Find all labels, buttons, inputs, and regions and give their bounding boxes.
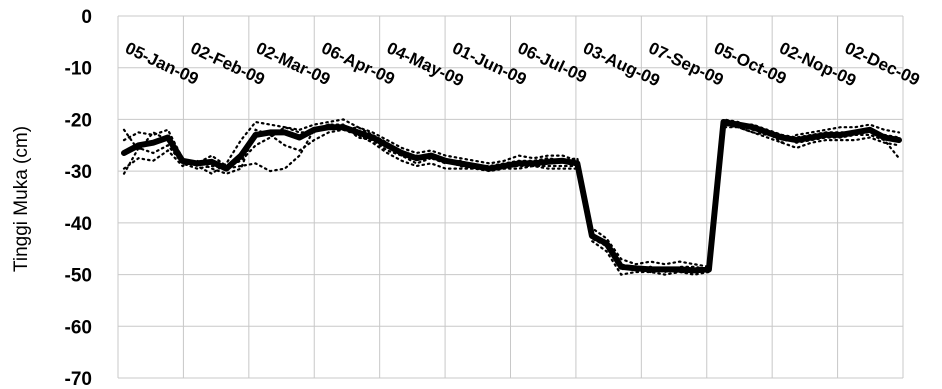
y-tick-label: 0 xyxy=(81,7,92,28)
y-tick-label: -40 xyxy=(65,214,92,235)
y-tick-label: -70 xyxy=(65,369,92,389)
y-tick-label: -10 xyxy=(65,59,92,80)
x-date-label: 06-Apr-09 xyxy=(319,38,398,88)
mean-series-line xyxy=(121,119,902,274)
dotted-series-line xyxy=(122,126,901,276)
grid xyxy=(117,15,904,379)
y-tick-label: -20 xyxy=(65,110,92,131)
x-date-label: 06-Jul-09 xyxy=(515,38,590,86)
y-tick-label: -50 xyxy=(65,266,92,287)
dotted-series-line xyxy=(122,123,901,274)
dotted-series-line xyxy=(122,118,901,269)
y-tick-labels: 0 -10 -20 -30 -40 -50 -60 -70 xyxy=(65,7,92,389)
mean-series-group xyxy=(121,119,902,274)
x-date-label: 05-Oct-09 xyxy=(711,38,789,88)
y-tick-label: -30 xyxy=(65,162,92,183)
x-date-label: 05-Jan-09 xyxy=(122,38,201,88)
x-date-labels: 05-Jan-0902-Feb-0902-Mar-0906-Apr-0904-M… xyxy=(122,38,922,90)
dotted-series-line xyxy=(122,120,901,274)
y-tick-label: -60 xyxy=(65,317,92,338)
y-axis-title: Tinggi Muka (cm) xyxy=(11,126,32,272)
x-date-label: 02-Mar-09 xyxy=(253,38,333,89)
dotted-series-group xyxy=(122,118,901,276)
x-date-label: 02-Feb-09 xyxy=(188,38,268,89)
